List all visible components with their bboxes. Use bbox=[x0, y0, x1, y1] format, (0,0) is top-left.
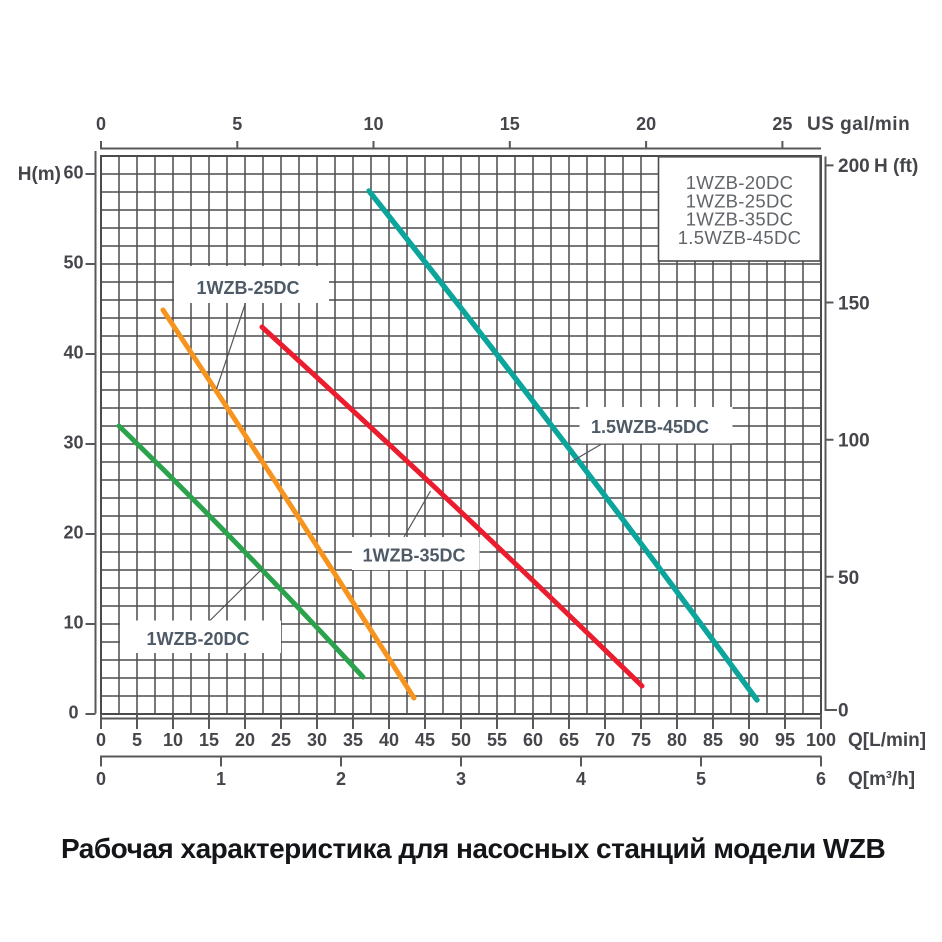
svg-text:H(m): H(m) bbox=[18, 164, 61, 185]
svg-text:65: 65 bbox=[559, 730, 579, 750]
svg-text:3: 3 bbox=[456, 769, 466, 789]
svg-text:1.5WZB-45DC: 1.5WZB-45DC bbox=[591, 417, 709, 437]
svg-text:2: 2 bbox=[336, 769, 346, 789]
svg-text:0: 0 bbox=[96, 730, 106, 750]
svg-text:40: 40 bbox=[379, 730, 399, 750]
svg-text:1WZB-20DC: 1WZB-20DC bbox=[686, 172, 794, 193]
svg-text:60: 60 bbox=[63, 163, 83, 183]
svg-text:US gal/min: US gal/min bbox=[807, 114, 910, 135]
svg-text:1WZB-25DC: 1WZB-25DC bbox=[196, 278, 299, 298]
svg-text:45: 45 bbox=[415, 730, 435, 750]
svg-text:Рабочая характеристика для нас: Рабочая характеристика для насосных стан… bbox=[61, 833, 885, 864]
svg-text:50: 50 bbox=[63, 253, 83, 273]
svg-text:30: 30 bbox=[63, 433, 83, 453]
svg-text:1: 1 bbox=[216, 769, 226, 789]
svg-text:75: 75 bbox=[631, 730, 651, 750]
svg-text:0: 0 bbox=[838, 701, 849, 722]
svg-text:80: 80 bbox=[667, 730, 687, 750]
svg-text:4: 4 bbox=[576, 769, 586, 789]
svg-text:20: 20 bbox=[636, 114, 656, 134]
svg-text:60: 60 bbox=[523, 730, 543, 750]
svg-text:10: 10 bbox=[363, 114, 383, 134]
svg-text:100: 100 bbox=[806, 730, 836, 750]
svg-text:55: 55 bbox=[487, 730, 507, 750]
svg-text:50: 50 bbox=[451, 730, 471, 750]
svg-text:Q[L/min]: Q[L/min] bbox=[848, 730, 926, 751]
svg-text:20: 20 bbox=[63, 523, 83, 543]
svg-text:1WZB-20DC: 1WZB-20DC bbox=[146, 629, 249, 649]
svg-text:5: 5 bbox=[232, 114, 242, 134]
svg-text:0: 0 bbox=[68, 703, 78, 723]
svg-text:1.5WZB-45DC: 1.5WZB-45DC bbox=[678, 227, 802, 248]
svg-text:100: 100 bbox=[838, 431, 870, 452]
svg-text:1WZB-35DC: 1WZB-35DC bbox=[362, 546, 465, 566]
svg-text:70: 70 bbox=[595, 730, 615, 750]
svg-text:1WZB-25DC: 1WZB-25DC bbox=[686, 190, 794, 211]
svg-text:35: 35 bbox=[343, 730, 363, 750]
svg-text:15: 15 bbox=[199, 730, 219, 750]
svg-text:0: 0 bbox=[96, 769, 106, 789]
svg-text:Q[m3/h]: Q[m3/h] bbox=[848, 769, 915, 790]
svg-text:25: 25 bbox=[271, 730, 291, 750]
svg-text:5: 5 bbox=[132, 730, 142, 750]
svg-text:40: 40 bbox=[63, 343, 83, 363]
svg-text:H (ft): H (ft) bbox=[874, 156, 918, 177]
svg-text:10: 10 bbox=[163, 730, 183, 750]
svg-text:1WZB-35DC: 1WZB-35DC bbox=[686, 209, 794, 230]
svg-text:25: 25 bbox=[772, 114, 792, 134]
svg-text:200: 200 bbox=[838, 156, 870, 177]
svg-text:5: 5 bbox=[696, 769, 706, 789]
svg-text:95: 95 bbox=[775, 730, 795, 750]
svg-text:6: 6 bbox=[816, 769, 826, 789]
svg-text:20: 20 bbox=[235, 730, 255, 750]
svg-text:0: 0 bbox=[96, 114, 106, 134]
svg-text:15: 15 bbox=[500, 114, 520, 134]
svg-text:85: 85 bbox=[703, 730, 723, 750]
svg-text:30: 30 bbox=[307, 730, 327, 750]
svg-text:150: 150 bbox=[838, 294, 870, 315]
svg-text:50: 50 bbox=[838, 568, 859, 589]
svg-text:10: 10 bbox=[63, 613, 83, 633]
svg-text:90: 90 bbox=[739, 730, 759, 750]
